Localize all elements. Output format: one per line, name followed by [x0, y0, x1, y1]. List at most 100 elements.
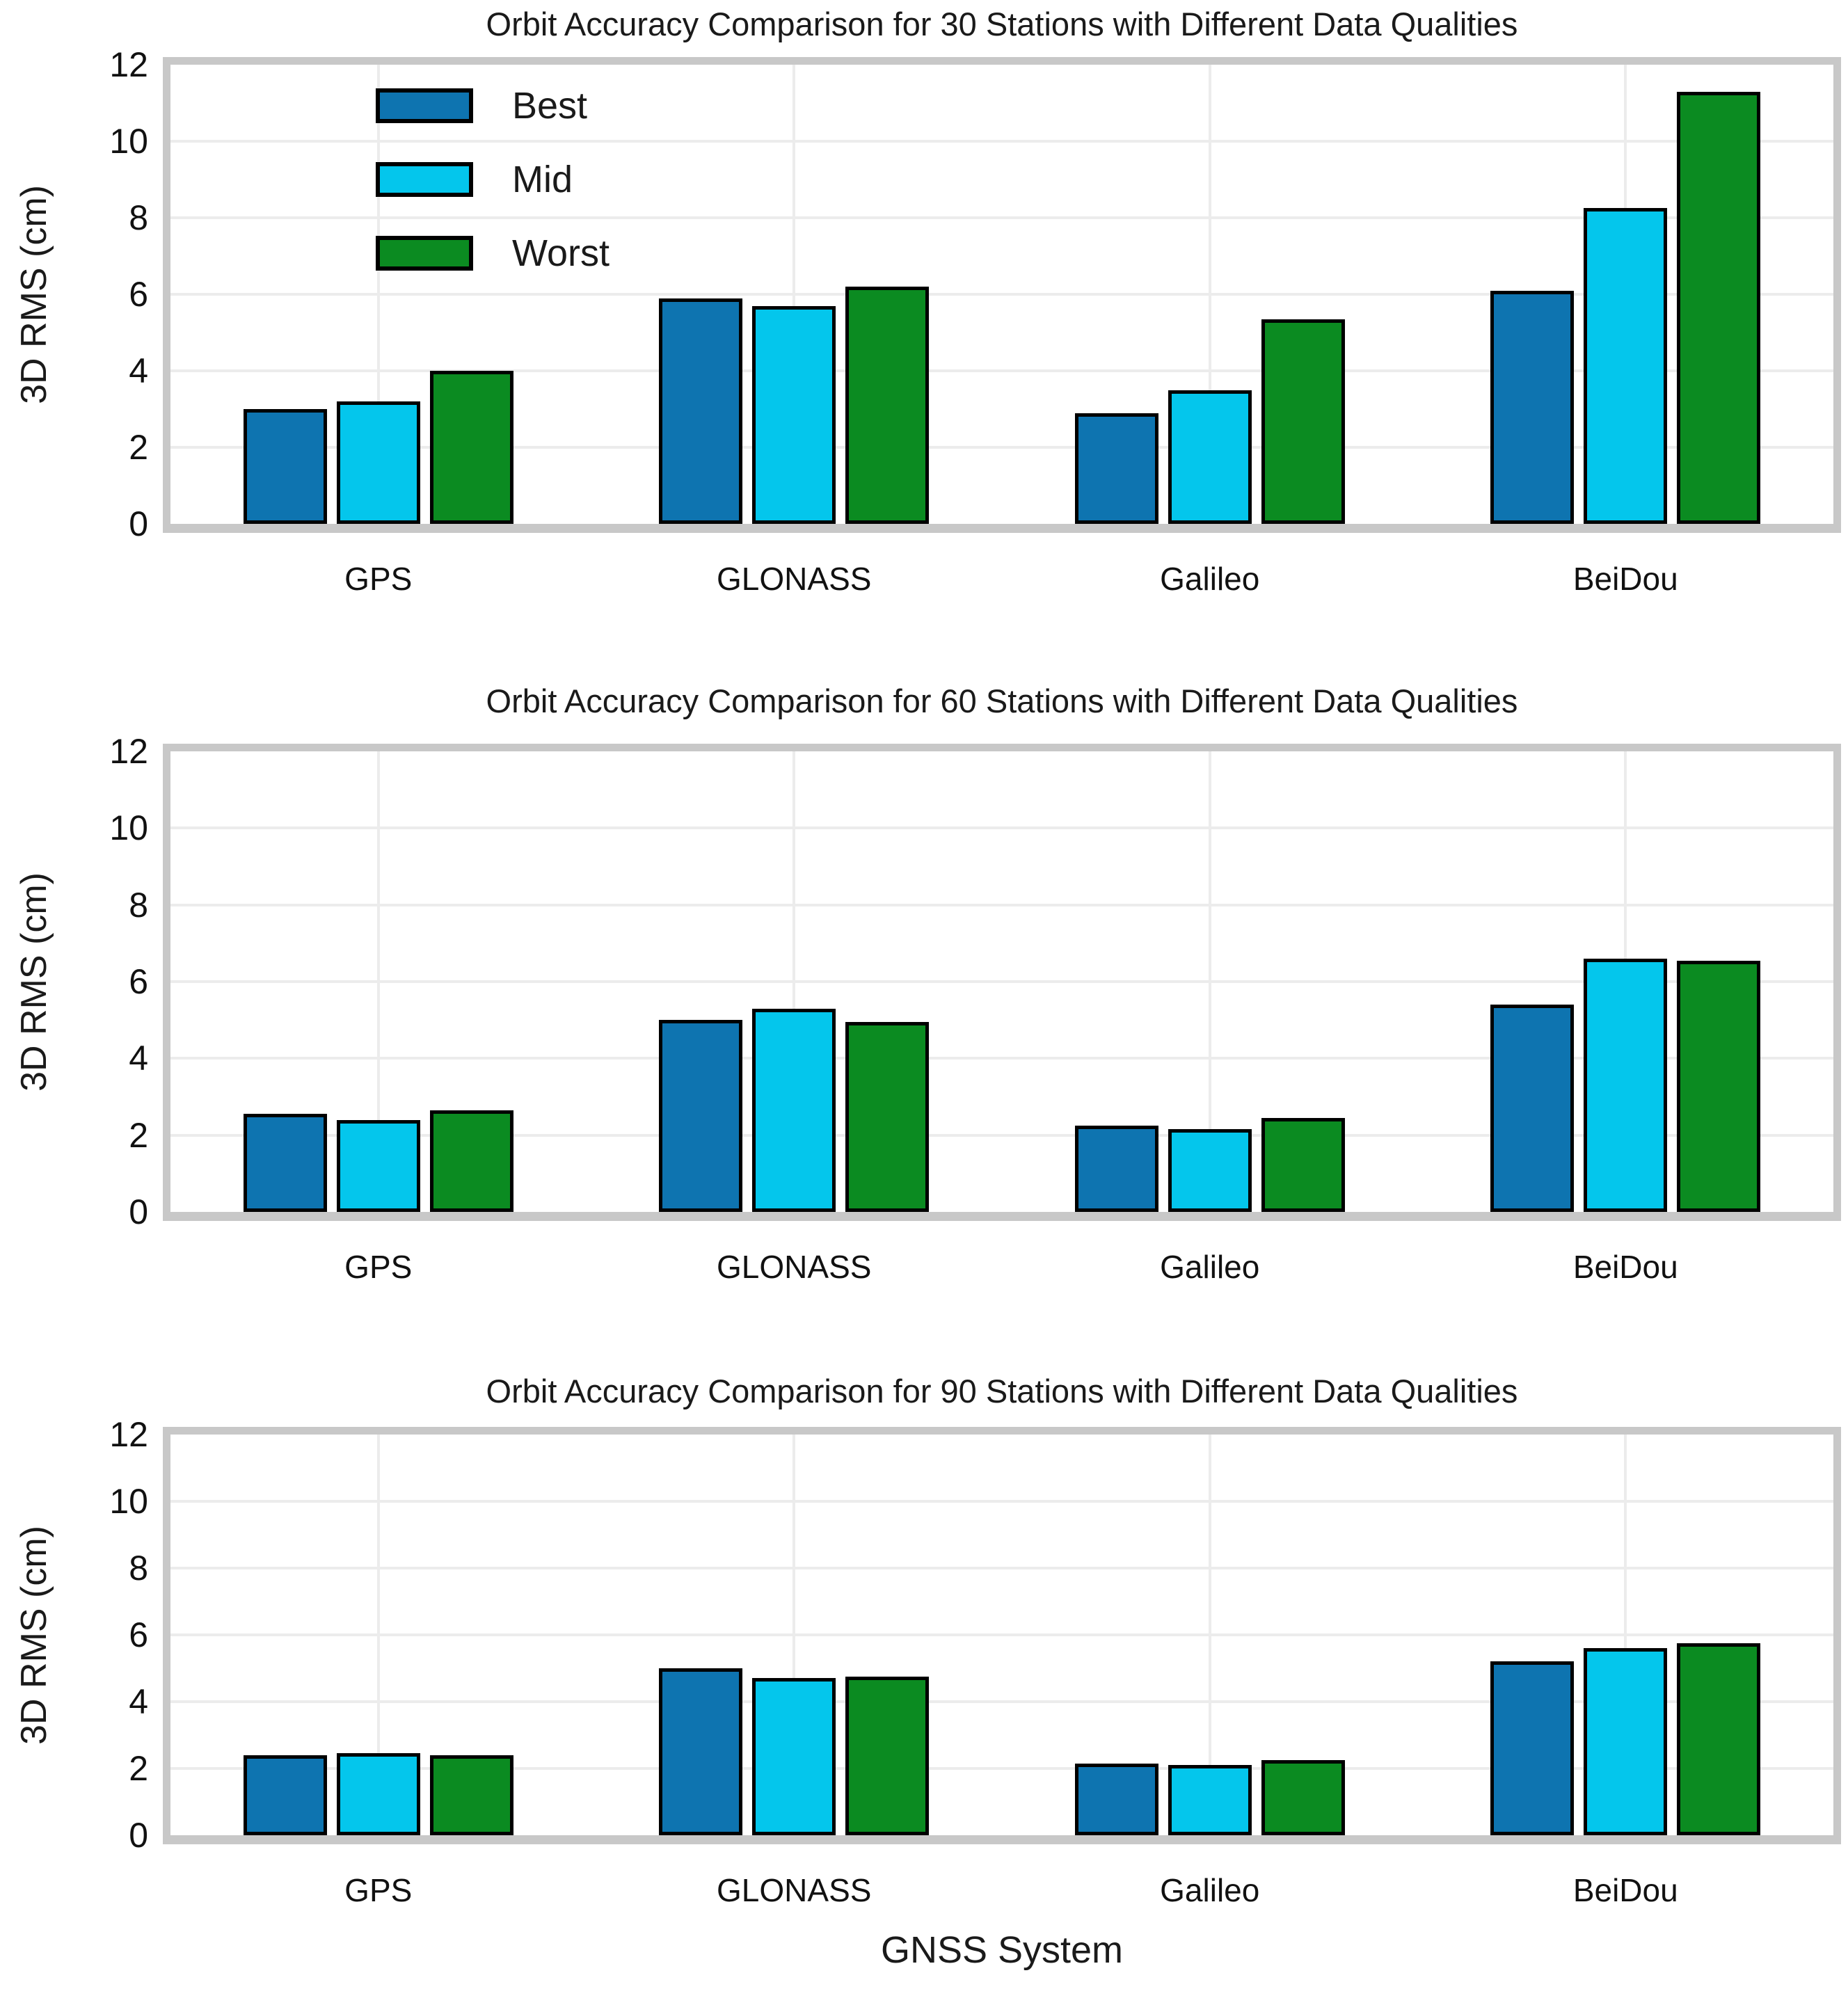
- x-tick-label-GPS: GPS: [344, 1249, 413, 1285]
- grid-h-line: [170, 826, 1833, 830]
- grid-h-line: [170, 1133, 1833, 1137]
- bar-GPS-Mid: [336, 1119, 420, 1212]
- spine-top: [163, 1427, 1841, 1435]
- x-tick-label-GLONASS: GLONASS: [717, 1872, 872, 1908]
- y-tick-label: 10: [109, 122, 148, 161]
- y-tick-label: 4: [129, 1682, 148, 1721]
- spine-right: [1833, 57, 1841, 533]
- spine-bottom: [163, 1212, 1841, 1221]
- bar-BeiDou-Mid: [1584, 958, 1668, 1212]
- y-tick-label: 8: [129, 885, 148, 925]
- legend-row-mid: Mid: [376, 158, 610, 201]
- bar-GLONASS-Best: [659, 1020, 743, 1212]
- grid-h-line: [170, 1700, 1833, 1703]
- y-tick-label: 12: [109, 1415, 148, 1454]
- y-tick-label: 0: [129, 1192, 148, 1231]
- spine-bottom: [163, 1835, 1841, 1844]
- grid-h-line: [170, 446, 1833, 449]
- legend-row-worst: Worst: [376, 232, 610, 275]
- bar-BeiDou-Worst: [1677, 91, 1761, 524]
- chart-title: Orbit Accuracy Comparison for 30 Station…: [486, 6, 1518, 42]
- x-tick-label-GLONASS: GLONASS: [717, 561, 872, 597]
- x-tick-label-BeiDou: BeiDou: [1572, 561, 1678, 597]
- plot-area: 0 2 4 6 8 10 12 GPS GLONASS Galileo BeiDou: [109, 732, 1841, 1285]
- spine-left: [163, 1427, 170, 1844]
- x-tick-label-Galileo: Galileo: [1160, 1872, 1260, 1908]
- x-tick-label-GPS: GPS: [344, 1872, 413, 1908]
- bar-Galileo-Best: [1074, 1125, 1158, 1212]
- bar-GPS-Best: [243, 1114, 327, 1212]
- legend: Best Mid Worst: [376, 84, 610, 275]
- bar-Galileo-Worst: [1261, 1760, 1345, 1835]
- legend-swatch-best: [376, 88, 473, 123]
- grid-h-line: [170, 1567, 1833, 1569]
- spine-right: [1833, 1427, 1841, 1844]
- y-axis-label: 3D RMS (cm): [14, 1525, 54, 1745]
- bar-GPS-Best: [243, 409, 327, 524]
- x-axis-label: GNSS System: [880, 1929, 1124, 1971]
- grid-h-line: [170, 293, 1833, 296]
- x-tick-label-GPS: GPS: [344, 561, 413, 597]
- bar-BeiDou-Worst: [1677, 960, 1761, 1212]
- bar-Galileo-Worst: [1261, 1117, 1345, 1212]
- spine-bottom: [163, 524, 1841, 533]
- y-tick-label: 8: [129, 1549, 148, 1588]
- spine-right: [1833, 744, 1841, 1221]
- legend-label-mid: Mid: [512, 159, 573, 200]
- legend-row-best: Best: [376, 84, 610, 127]
- x-tick-label-BeiDou: BeiDou: [1572, 1872, 1678, 1908]
- bar-GLONASS-Mid: [752, 305, 836, 524]
- bar-BeiDou-Worst: [1677, 1643, 1761, 1835]
- spine-left: [163, 57, 170, 533]
- grid-h-line: [170, 1057, 1833, 1060]
- grid-h-line: [170, 369, 1833, 372]
- y-tick-label: 2: [129, 1115, 148, 1155]
- plot-area: 0 2 4 6 8 10 12 GPS GLONASS Galileo BeiDou: [109, 1415, 1841, 1908]
- y-tick-label: 2: [129, 428, 148, 467]
- bar-BeiDou-Best: [1490, 1005, 1575, 1212]
- y-tick-label: 6: [129, 1615, 148, 1654]
- grid-h-line: [170, 216, 1833, 219]
- subplot-2: Orbit Accuracy Comparison for 90 Station…: [14, 1373, 1841, 1908]
- y-axis-label: 3D RMS (cm): [14, 184, 54, 404]
- bar-Galileo-Best: [1074, 1763, 1158, 1835]
- y-axis-label-wrap: 3D RMS (cm): [9, 751, 59, 1212]
- bar-BeiDou-Mid: [1584, 208, 1668, 524]
- subplot-1: Orbit Accuracy Comparison for 60 Station…: [14, 682, 1841, 1285]
- bar-Galileo-Best: [1074, 413, 1158, 524]
- bar-Galileo-Mid: [1168, 1765, 1252, 1835]
- y-tick-label: 6: [129, 962, 148, 1001]
- bar-GLONASS-Mid: [752, 1678, 836, 1835]
- bar-Galileo-Mid: [1168, 390, 1252, 524]
- grid-h-line: [170, 980, 1833, 983]
- bar-GLONASS-Mid: [752, 1008, 836, 1212]
- y-axis-label-wrap: 3D RMS (cm): [9, 1435, 59, 1835]
- y-axis-label: 3D RMS (cm): [14, 872, 54, 1092]
- y-tick-label: 0: [129, 1816, 148, 1855]
- y-tick-label: 2: [129, 1749, 148, 1788]
- bar-GPS-Worst: [429, 371, 513, 524]
- bar-GLONASS-Best: [659, 298, 743, 524]
- bar-GPS-Worst: [429, 1110, 513, 1212]
- y-tick-label: 4: [129, 1039, 148, 1078]
- bar-GPS-Worst: [429, 1755, 513, 1835]
- bar-BeiDou-Best: [1490, 1661, 1575, 1835]
- chart-title: Orbit Accuracy Comparison for 60 Station…: [486, 682, 1518, 719]
- bar-GLONASS-Best: [659, 1668, 743, 1835]
- y-tick-label: 10: [109, 1482, 148, 1521]
- bar-GLONASS-Worst: [845, 287, 930, 524]
- bar-GPS-Mid: [336, 1753, 420, 1835]
- grid-h-line: [170, 903, 1833, 906]
- bar-Galileo-Mid: [1168, 1129, 1252, 1212]
- x-tick-label-Galileo: Galileo: [1160, 1249, 1260, 1285]
- bar-BeiDou-Best: [1490, 290, 1575, 524]
- plot-area: Best Mid Worst 0 2 4 6 8 10 12 GPS GLONASS Galile…: [109, 45, 1841, 597]
- bar-GLONASS-Worst: [845, 1021, 930, 1212]
- grid-h-line: [170, 1500, 1833, 1503]
- bar-GPS-Best: [243, 1755, 327, 1835]
- y-tick-label: 0: [129, 504, 148, 543]
- legend-swatch-mid: [376, 162, 473, 197]
- y-tick-label: 12: [109, 45, 148, 84]
- y-tick-label: 10: [109, 808, 148, 848]
